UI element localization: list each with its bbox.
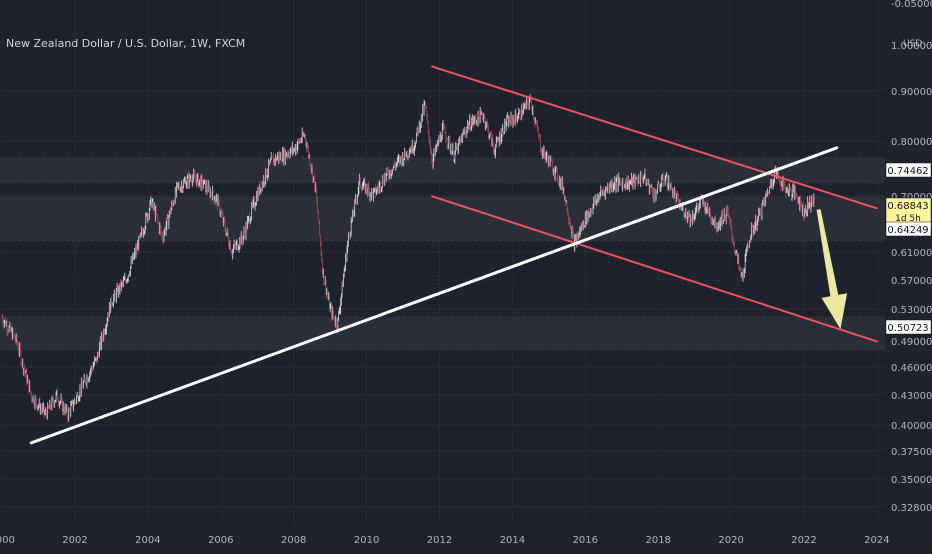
y-tick-label: 0.35000	[891, 475, 932, 486]
channel-lower-line[interactable]	[431, 195, 878, 343]
price-tag-value: 0.64249	[887, 225, 928, 236]
y-tick-label: 0.90000	[891, 87, 932, 98]
price-tag-value: 0.68843	[887, 201, 928, 212]
x-tick-label: 2002	[62, 535, 87, 546]
price-tag	[885, 221, 932, 237]
price-tag-value: 0.50723	[887, 323, 928, 334]
price-tag	[885, 319, 932, 335]
y-tick-label: 0.61000	[891, 248, 932, 259]
price-tags: 0.74462 0.68843 1d 5h0.64249 0.50723	[885, 162, 932, 335]
candles-layer	[1, 92, 815, 424]
x-tick-label: 2016	[573, 535, 598, 546]
x-tick-label: 2000	[0, 535, 15, 546]
price-tag	[885, 162, 932, 178]
chart-title: New Zealand Dollar / U.S. Dollar, 1W, FX…	[6, 37, 246, 50]
support-trend-line[interactable]	[29, 146, 839, 445]
x-tick-label: 2020	[718, 535, 743, 546]
y-tick-label: 0.49000	[891, 337, 932, 348]
y-axis[interactable]: 0.32800 0.35000 0.37500 0.40000 0.43000 0.460…	[891, 0, 932, 514]
down-arrow-icon[interactable]	[816, 209, 848, 329]
y-tick-label: 0.43000	[891, 391, 932, 402]
x-axis[interactable]: 2000 2002 2004 2006 2008 2010 2012 2014 2016 2018…	[0, 535, 890, 546]
x-tick-label: 2012	[427, 535, 452, 546]
x-tick-label: 2006	[208, 535, 233, 546]
y-tick-label: 0.32800	[891, 503, 932, 514]
currency-label: USD	[903, 39, 922, 49]
y-tick-label: 0.57000	[891, 276, 932, 287]
y-tick-label: 0.53000	[891, 305, 932, 316]
x-tick-label: 2018	[645, 535, 670, 546]
x-tick-label: 2008	[281, 535, 306, 546]
price-tag-value: 0.74462	[887, 166, 928, 177]
x-tick-label: 2022	[791, 535, 816, 546]
x-tick-label: 2024	[864, 535, 889, 546]
price-tag-countdown: 1d 5h	[895, 214, 921, 224]
y-tick-label: 0.70000	[891, 192, 932, 203]
y-tick-label: 0.46000	[891, 363, 932, 374]
x-tick-label: 2004	[135, 535, 160, 546]
x-tick-label: 2010	[354, 535, 379, 546]
channel-upper-line[interactable]	[431, 65, 878, 210]
grid-layer	[0, 90, 885, 508]
drawings-layer[interactable]	[29, 65, 878, 445]
x-tick-label: 2014	[500, 535, 525, 546]
horizontal-zone	[0, 316, 885, 350]
horizontal-zone	[0, 197, 885, 242]
y-tick-label: 1.00000	[891, 41, 932, 52]
y-tick-label: 0.40000	[891, 421, 932, 432]
price-tag	[885, 197, 932, 225]
y-tick-label: 0.80000	[891, 137, 932, 148]
y-tick-label: 0.37500	[891, 447, 932, 458]
y-tick-label: -0.05000	[891, 0, 932, 10]
